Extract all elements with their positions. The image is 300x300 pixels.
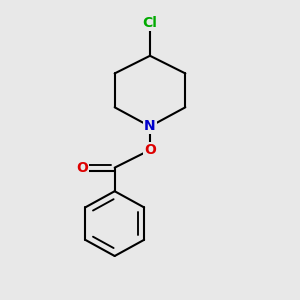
Text: O: O xyxy=(76,161,88,175)
Text: N: N xyxy=(144,119,156,134)
Text: O: O xyxy=(144,143,156,157)
Text: Cl: Cl xyxy=(142,16,158,30)
